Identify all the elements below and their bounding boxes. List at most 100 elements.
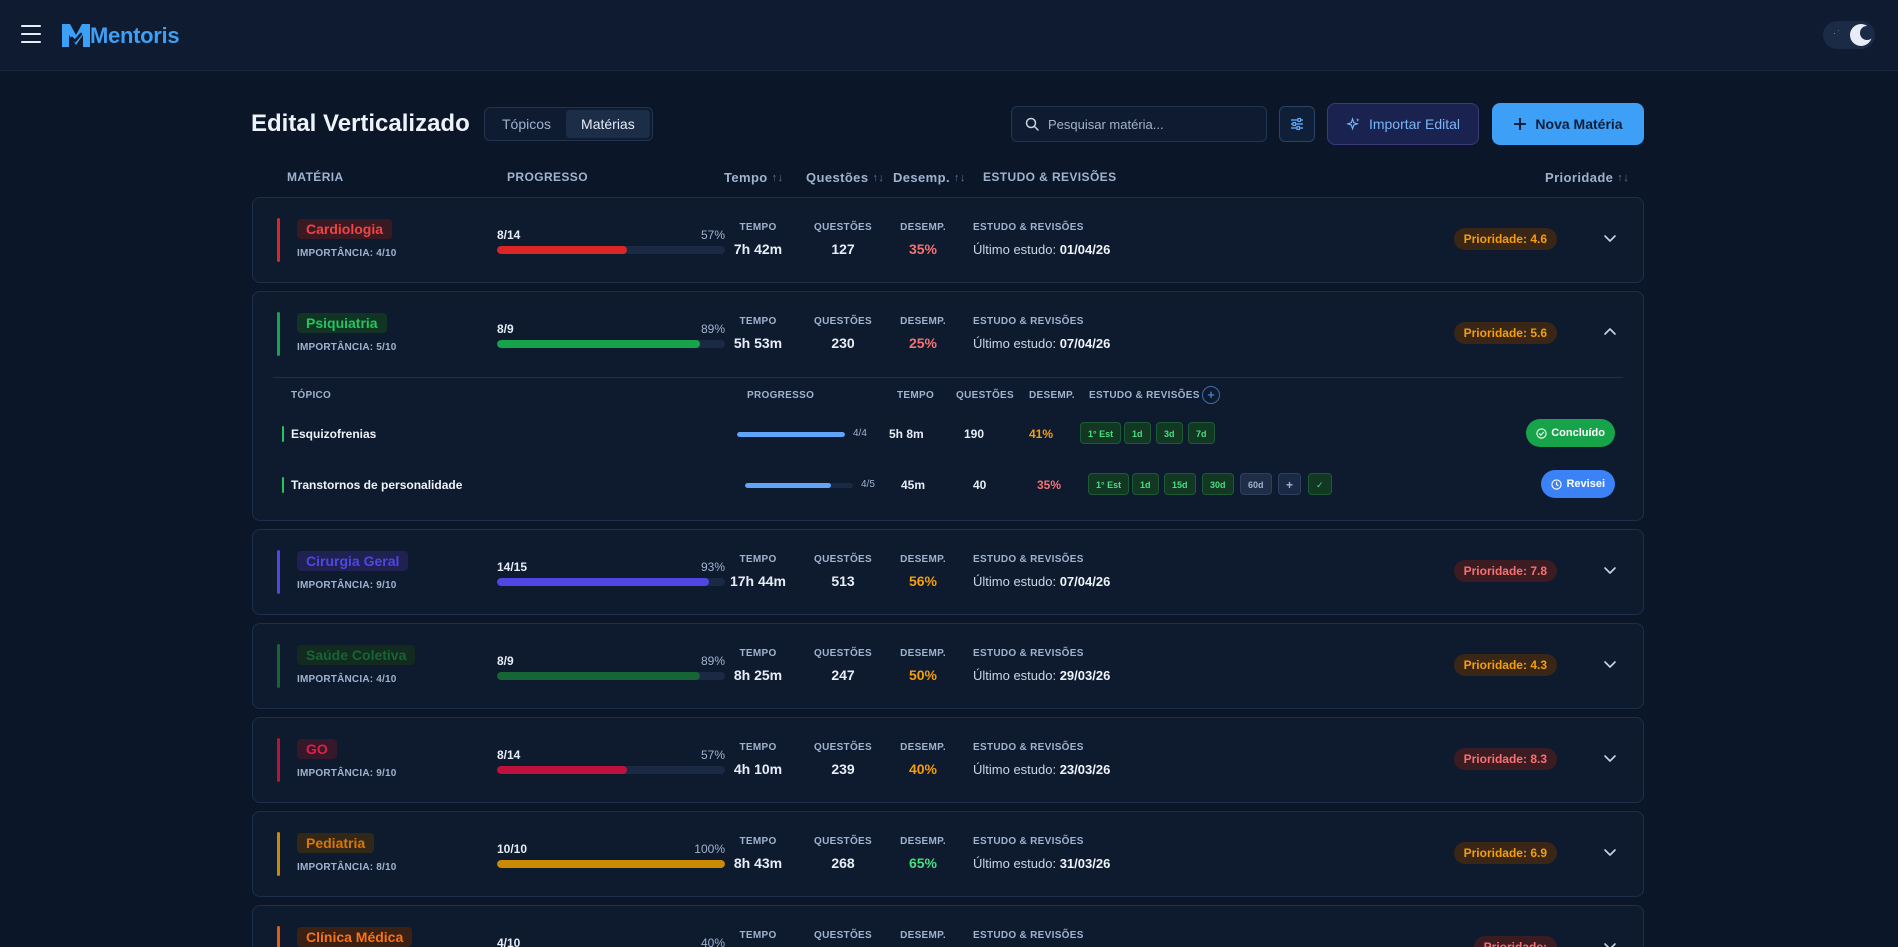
tempo-label: TEMPO — [739, 930, 777, 941]
sort-icon: ↑↓ — [771, 171, 784, 184]
tab-materias[interactable]: Matérias — [566, 110, 650, 138]
progress-percent: 93% — [700, 560, 725, 574]
last-study: Último estudo: 07/04/26 — [973, 574, 1110, 589]
add-review-chip[interactable]: + — [1278, 473, 1302, 495]
topic-name[interactable]: Transtornos de personalidade — [291, 478, 463, 492]
subject-color-stripe — [277, 550, 280, 594]
review-chip[interactable]: 1d — [1124, 422, 1151, 444]
desemp-label: DESEMP. — [900, 742, 946, 753]
clock-icon — [1551, 478, 1563, 490]
last-study-prefix: Último estudo: — [973, 856, 1060, 871]
chevron-up-icon[interactable] — [1603, 325, 1617, 339]
review-chip[interactable]: 60d — [1240, 473, 1272, 495]
subject-card[interactable]: Cardiologia IMPORTÂNCIA: 4/10 8/14 57% T… — [252, 197, 1644, 283]
importance-prefix: IMPORTÂNCIA: — [297, 342, 377, 353]
progress-percent: 89% — [700, 654, 725, 668]
col-progresso-label: PROGRESSO — [507, 170, 588, 184]
chevron-down-icon[interactable] — [1603, 845, 1617, 859]
filter-button[interactable] — [1279, 106, 1315, 142]
col-desemp[interactable]: Desemp. ↑↓ — [893, 170, 966, 185]
topic-progress-fraction: 4/5 — [861, 479, 875, 490]
chevron-down-icon[interactable] — [1603, 751, 1617, 765]
questoes-label: QUESTÕES — [814, 316, 872, 327]
sliders-icon — [1291, 117, 1303, 131]
subject-card[interactable]: Cirurgia Geral IMPORTÂNCIA: 9/10 14/15 9… — [252, 529, 1644, 615]
menu-icon[interactable] — [21, 25, 41, 43]
progress-bar-fill — [497, 672, 700, 680]
review-chip[interactable]: 15d — [1164, 473, 1196, 495]
subject-color-stripe — [277, 218, 280, 262]
topic-col-estudo: ESTUDO & REVISÕES — [1089, 390, 1200, 401]
col-progresso: PROGRESSO — [507, 170, 588, 184]
subject-name[interactable]: Psiquiatria — [297, 313, 387, 333]
theme-toggle[interactable]: ·˙ — [1823, 21, 1875, 49]
concluido-button[interactable]: Concluído — [1526, 419, 1615, 447]
sort-icon: ↑↓ — [954, 171, 966, 184]
tab-topicos[interactable]: Tópicos — [502, 116, 552, 132]
col-questoes[interactable]: Questões ↑↓ — [806, 170, 884, 185]
last-study-prefix: Último estudo: — [973, 574, 1060, 589]
progress-bar — [497, 246, 725, 254]
importance-value: 9/10 — [376, 768, 397, 779]
subject-color-stripe — [277, 644, 280, 688]
subject-card[interactable]: Saúde Coletiva IMPORTÂNCIA: 4/10 8/9 89%… — [252, 623, 1644, 709]
tempo-value: 17h 44m — [729, 573, 787, 589]
search-box — [1011, 106, 1267, 142]
topic-performance: 35% — [1037, 478, 1062, 492]
tempo-value: 8h 43m — [733, 855, 783, 871]
review-chip[interactable]: 30d — [1202, 473, 1234, 495]
estudo-label: ESTUDO & REVISÕES — [973, 222, 1084, 233]
import-edital-button[interactable]: Importar Edital — [1327, 103, 1479, 145]
progress-fraction: 8/14 — [497, 748, 521, 762]
col-questoes-label: Questões — [806, 170, 869, 185]
subject-name[interactable]: Cirurgia Geral — [297, 551, 409, 571]
review-chip[interactable]: 3d — [1156, 422, 1183, 444]
review-chip[interactable]: 1° Est — [1080, 422, 1122, 444]
app-logo[interactable]: Mentoris — [60, 20, 180, 49]
chevron-down-icon[interactable] — [1603, 939, 1617, 947]
estudo-label: ESTUDO & REVISÕES — [973, 836, 1084, 847]
subject-card[interactable]: Clínica Médica IMPORTÂNCIA: 4/10 40% TEM… — [252, 905, 1644, 947]
subject-importance: IMPORTÂNCIA: 4/10 — [297, 674, 397, 685]
col-tempo[interactable]: Tempo ↑↓ — [724, 170, 783, 185]
chevron-down-icon[interactable] — [1603, 231, 1617, 245]
last-study: Último estudo: 29/03/26 — [973, 668, 1110, 683]
subject-name[interactable]: Cardiologia — [297, 219, 393, 239]
last-study-prefix: Último estudo: — [973, 336, 1060, 351]
tempo-label: TEMPO — [739, 742, 777, 753]
last-study-prefix: Último estudo: — [973, 762, 1060, 777]
check-icon[interactable]: ✓ — [1308, 473, 1332, 495]
subject-card[interactable]: Psiquiatria IMPORTÂNCIA: 5/10 8/9 89% TE… — [252, 291, 1644, 521]
col-prioridade[interactable]: Prioridade ↑↓ — [1545, 170, 1629, 185]
chevron-down-icon[interactable] — [1603, 563, 1617, 577]
importance-prefix: IMPORTÂNCIA: — [297, 248, 377, 259]
new-subject-button[interactable]: Nova Matéria — [1492, 103, 1644, 145]
topic-name[interactable]: Esquizofrenias — [291, 427, 377, 441]
subject-card[interactable]: GO IMPORTÂNCIA: 9/10 8/14 57% TEMPO 4h 1… — [252, 717, 1644, 803]
priority-badge: Prioridade: 4.3 — [1453, 654, 1557, 676]
progress-bar-fill — [497, 766, 627, 774]
subject-importance: IMPORTÂNCIA: 9/10 — [297, 580, 397, 591]
topic-stripe — [282, 477, 284, 493]
subject-color-stripe — [277, 832, 280, 876]
subject-card[interactable]: Pediatria IMPORTÂNCIA: 8/10 10/10 100% T… — [252, 811, 1644, 897]
subject-name[interactable]: Clínica Médica — [297, 927, 413, 947]
add-revision-button[interactable]: + — [1202, 386, 1220, 404]
subject-name[interactable]: Saúde Coletiva — [297, 645, 416, 665]
revisei-button[interactable]: Revisei — [1541, 470, 1615, 498]
review-chip[interactable]: 1° Est — [1088, 473, 1130, 495]
review-chip[interactable]: 1d — [1132, 473, 1159, 495]
priority-value: 6.9 — [1530, 846, 1547, 860]
chevron-down-icon[interactable] — [1603, 657, 1617, 671]
search-input[interactable] — [1048, 107, 1258, 141]
topic-col-tempo: TEMPO — [897, 390, 935, 401]
review-chip[interactable]: 7d — [1188, 422, 1215, 444]
importance-value: 4/10 — [376, 674, 397, 685]
topic-col-desemp: DESEMP. — [1029, 390, 1075, 401]
app-name: Mentoris — [90, 23, 180, 48]
subject-importance: IMPORTÂNCIA: 5/10 — [297, 342, 397, 353]
subject-name[interactable]: GO — [297, 739, 337, 759]
priority-prefix: Prioridade: — [1463, 564, 1531, 578]
subject-name[interactable]: Pediatria — [297, 833, 375, 853]
action-label: Concluído — [1551, 427, 1605, 439]
